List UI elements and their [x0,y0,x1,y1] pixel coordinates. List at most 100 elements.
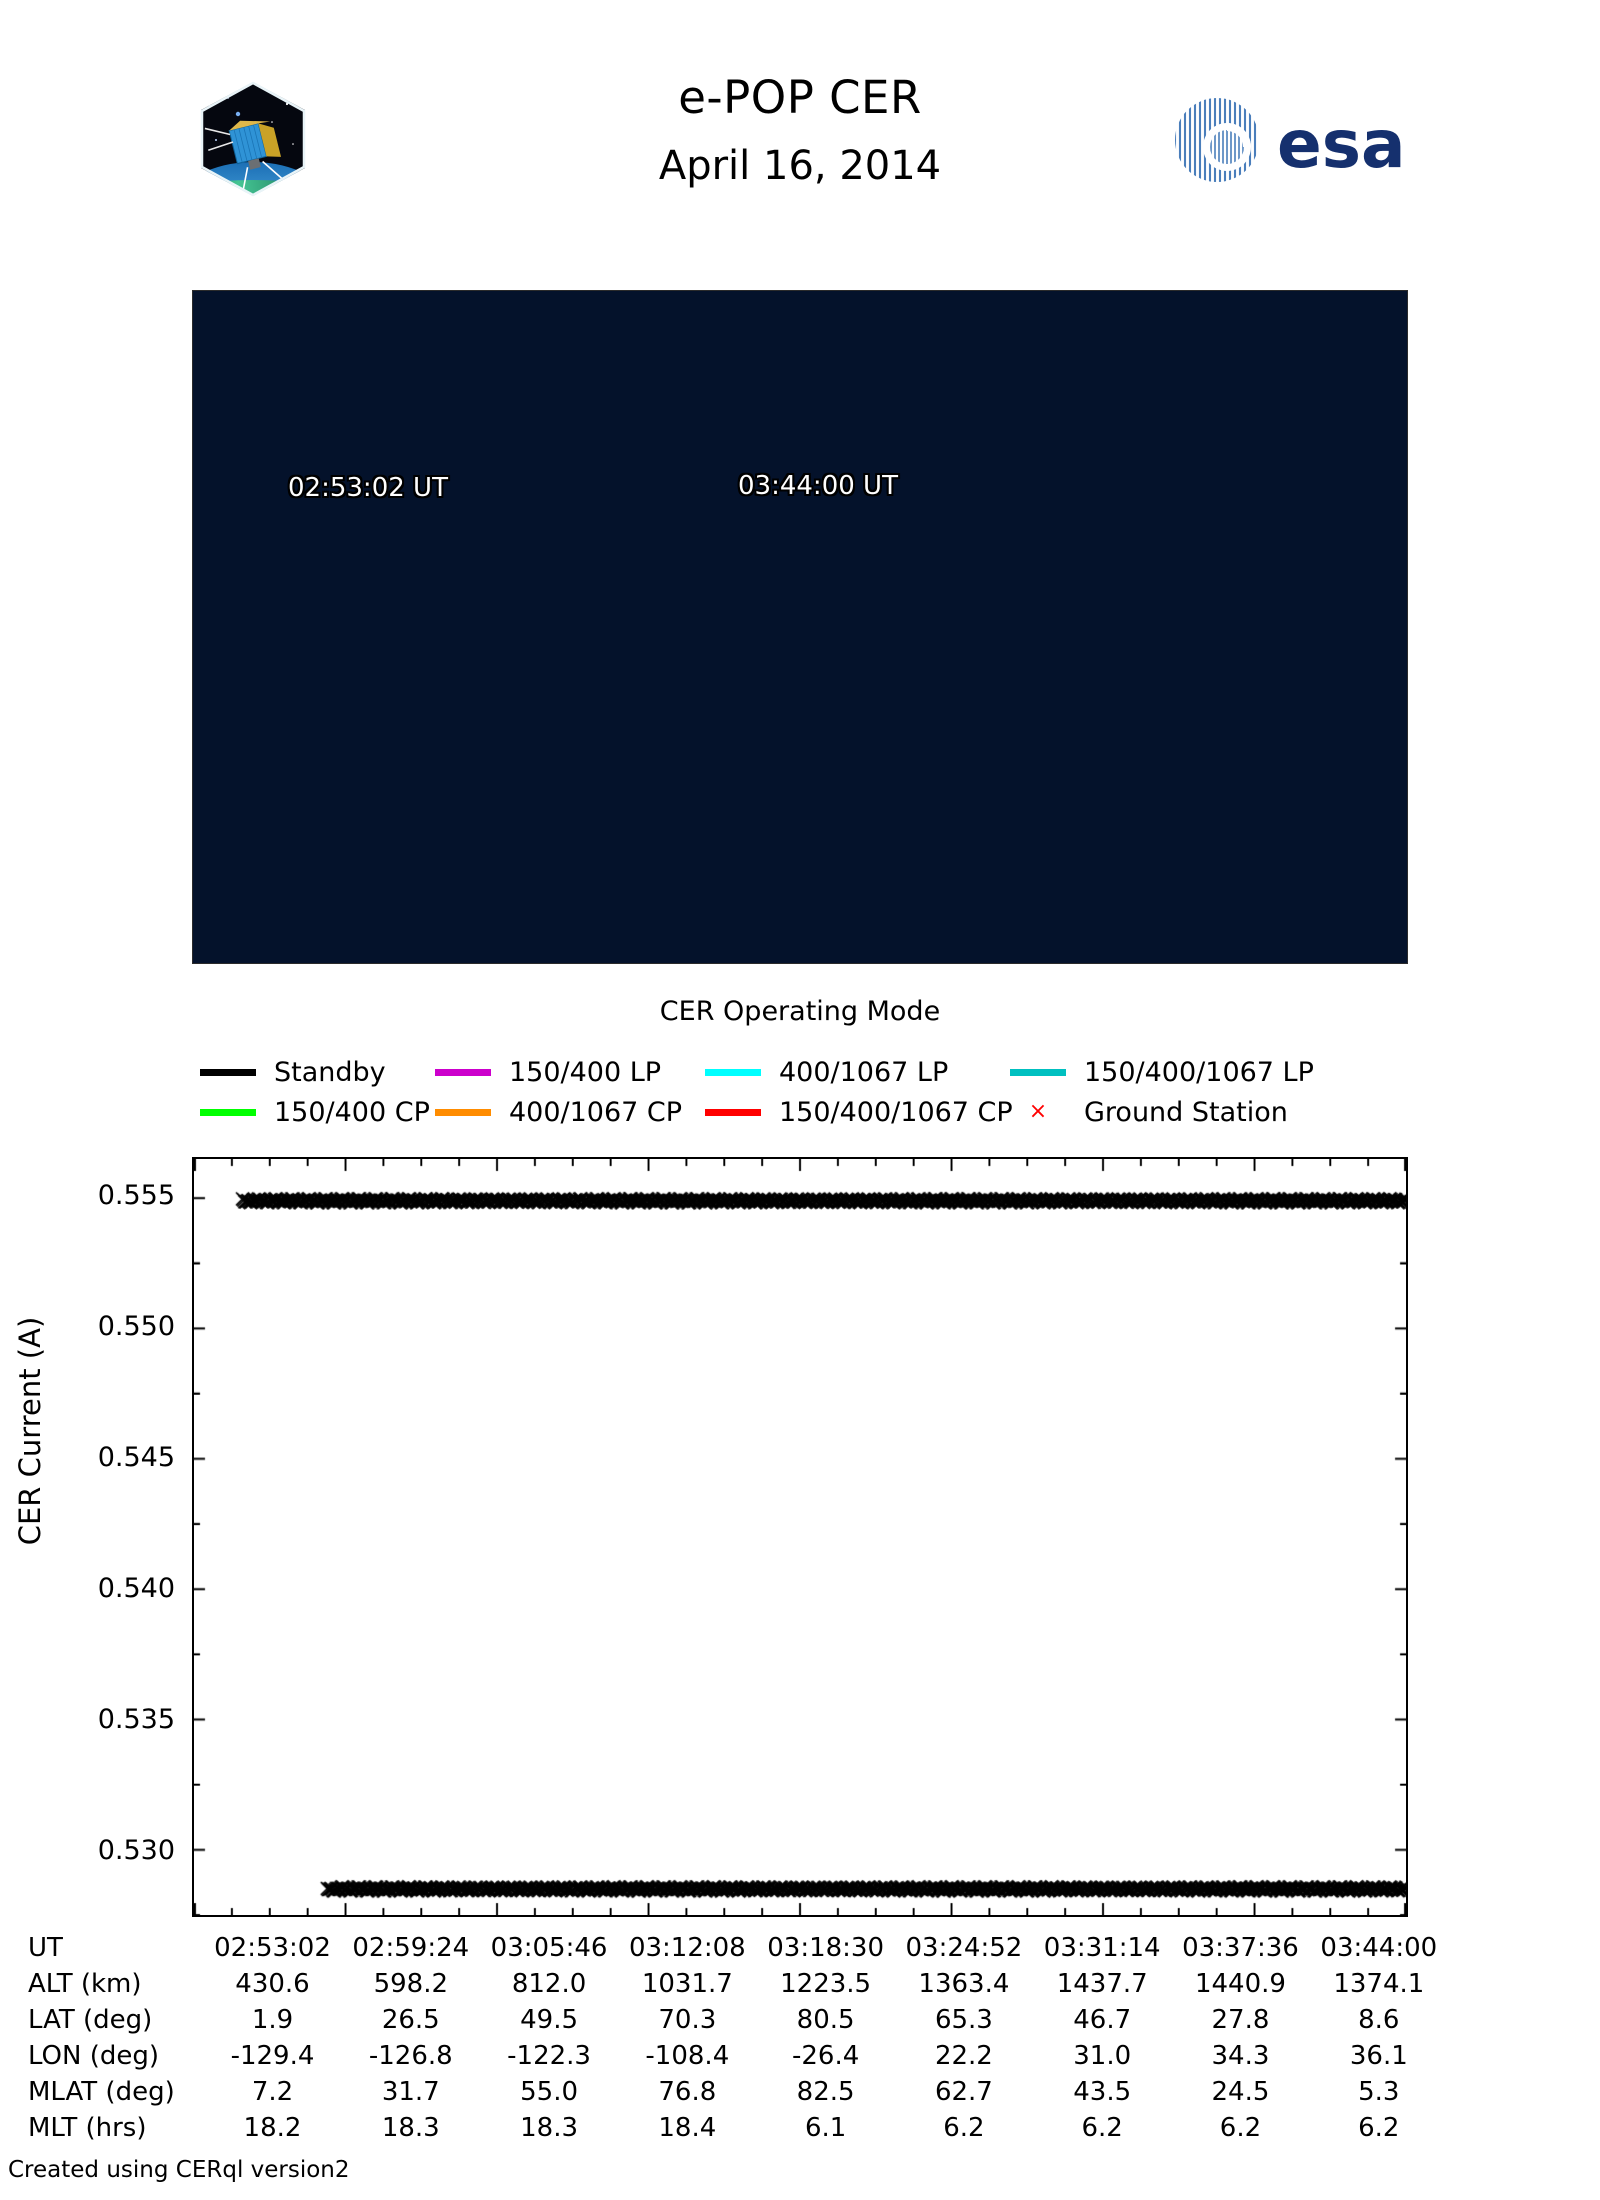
table-cell: 1437.7 [1056,1969,1148,1999]
legend-row: 150/400 CP 400/1067 CP 150/400/1067 CP ×… [200,1092,1430,1132]
y-tick-label: 0.555 [97,1180,175,1212]
legend-label-150-400-lp: 150/400 LP [509,1056,662,1088]
table-cell: 62.7 [934,2077,993,2107]
table-cell: 02:53:02 [214,1933,331,1963]
table-cell: 02:59:24 [352,1933,470,1963]
table-row: ALT (km) 430.6 598.2 812.0 1031.7 1223.5 1363.… [28,1966,1448,2002]
table-cell: 6.2 [1358,2113,1400,2143]
table-cell: 598.2 [373,1969,448,1999]
y-tick-label: 0.550 [97,1311,175,1343]
map-image [193,291,1407,963]
table-cell: 1223.5 [780,1969,872,1999]
footer-credit: Created using CERql version2 [8,2157,350,2183]
table-cell: 65.3 [934,2005,993,2035]
legend-item-400-1067-lp: 400/1067 LP [705,1057,1010,1088]
table-cell: 55.0 [520,2077,578,2107]
legend-label-ground-station: Ground Station [1084,1096,1288,1128]
table-cell: 22.2 [934,2041,993,2071]
page-date: April 16, 2014 [658,143,942,189]
legend-title: CER Operating Mode [659,996,941,1027]
title-block: e-POP CER April 16, 2014 [400,70,1200,192]
ground-station-marker-icon: × [1028,1099,1048,1124]
legend: Standby 150/400 LP 400/1067 LP 150/400/1… [200,1052,1430,1132]
table-cell: 1374.1 [1333,1969,1425,1999]
table-cell: 46.7 [1073,2005,1132,2035]
table-cell: 6.2 [943,2113,985,2143]
legend-item-150-400-lp: 150/400 LP [435,1057,705,1088]
table-cell: 18.3 [381,2113,440,2143]
table-cell: 6.2 [1219,2113,1262,2143]
legend-label-400-1067-cp: 400/1067 CP [509,1096,683,1128]
legend-row: Standby 150/400 LP 400/1067 LP 150/400/1… [200,1052,1430,1092]
legend-label-150-400-1067-cp: 150/400/1067 CP [779,1096,1013,1128]
table-cell: 03:37:36 [1182,1933,1299,1963]
table-cell: -108.4 [645,2041,730,2071]
table-cell: 49.5 [520,2005,578,2035]
legend-item-150-400-1067-lp: 150/400/1067 LP [1010,1057,1314,1088]
table-cell: 7.2 [251,2077,294,2107]
table-cell: 36.1 [1349,2041,1408,2071]
table-row: MLAT (deg) 7.2 31.7 55.0 76.8 82.5 62.7 43.5 24.… [28,2074,1448,2110]
page-header: e-POP CER April 16, 2014 [0,0,1600,215]
table-cell: -122.3 [507,2041,591,2071]
table-cell: 03:44:00 [1320,1933,1438,1963]
y-tick-label: 0.540 [97,1573,175,1605]
table-cell: -126.8 [368,2041,453,2071]
table-cell: 82.5 [796,2077,855,2107]
legend-item-ground-station: × Ground Station [1010,1097,1288,1128]
table-row: UT 02:53:02 02:59:24 03:05:46 03:12:08 03:18:… [28,1930,1448,1966]
table-cell: 26.5 [381,2005,440,2035]
svg-text:esa: esa [1277,106,1406,183]
table-row-label: MLT (hrs) [28,2113,147,2143]
table-row-label: LAT (deg) [28,2005,153,2035]
table-row: LON (deg) -129.4 -126.8 -122.3 -108.4 -26.4 22… [28,2038,1448,2074]
table-cell: 43.5 [1073,2077,1132,2107]
table-cell: 03:18:30 [767,1933,885,1963]
table-cell: 34.3 [1211,2041,1270,2071]
cer-current-scatter [194,1159,1406,1915]
table-cell: 1031.7 [641,1969,733,1999]
table-cell: 430.6 [235,1969,310,1999]
table-cell: -129.4 [230,2041,315,2071]
y-tick-label: 0.535 [97,1704,175,1736]
table-cell: 31.0 [1073,2041,1132,2071]
map-end-time-label: 03:44:00 UT [738,471,898,501]
table-cell: -26.4 [791,2041,860,2071]
ground-track-map: 02:53:02 UT 03:44:00 UT [192,290,1408,964]
table-cell: 03:24:52 [905,1933,1023,1963]
table-cell: 6.2 [1081,2113,1123,2143]
esa-logo-icon: esa [1165,95,1465,185]
y-tick-label: 0.530 [97,1835,175,1867]
table-cell: 6.1 [804,2113,847,2143]
legend-item-standby: Standby [200,1057,435,1088]
table-cell: 03:12:08 [628,1933,746,1963]
table-cell: 03:31:14 [1043,1933,1161,1963]
legend-swatch-150-400-lp [435,1068,491,1076]
table-cell: 1440.9 [1194,1969,1286,1999]
table-cell: 24.5 [1211,2077,1270,2107]
table-cell: 1363.4 [918,1969,1010,1999]
legend-label-150-400-1067-lp: 150/400/1067 LP [1084,1056,1314,1088]
table-cell: 27.8 [1211,2005,1270,2035]
legend-label-standby: Standby [274,1056,386,1088]
table-cell: 80.5 [796,2005,855,2035]
legend-item-400-1067-cp: 400/1067 CP [435,1097,705,1128]
page-title: e-POP CER [678,71,922,124]
table-row-label: ALT (km) [28,1969,142,1999]
y-axis-tick-labels: 0.530 0.535 0.540 0.545 0.550 0.555 [40,1157,175,1917]
table-cell: 812.0 [511,1969,587,1999]
y-tick-label: 0.545 [97,1442,175,1474]
map-start-time-label: 02:53:02 UT [288,473,448,503]
table-cell: 18.4 [658,2113,717,2143]
table-cell: 76.8 [658,2077,717,2107]
table-row-label: MLAT (deg) [28,2077,175,2107]
table-row: LAT (deg) 1.9 26.5 49.5 70.3 80.5 65.3 46.7 27.8… [28,2002,1448,2038]
table-cell: 31.7 [381,2077,440,2107]
table-cell: 18.3 [520,2113,578,2143]
cer-current-plot [192,1157,1408,1917]
table-cell: 5.3 [1358,2077,1400,2107]
legend-label-400-1067-lp: 400/1067 LP [779,1056,949,1088]
table-row: MLT (hrs) 18.2 18.3 18.3 18.4 6.1 6.2 6.2 6.2 6.2 [28,2110,1448,2146]
table-row-label: UT [28,1933,63,1963]
legend-item-150-400-cp: 150/400 CP [200,1097,435,1128]
